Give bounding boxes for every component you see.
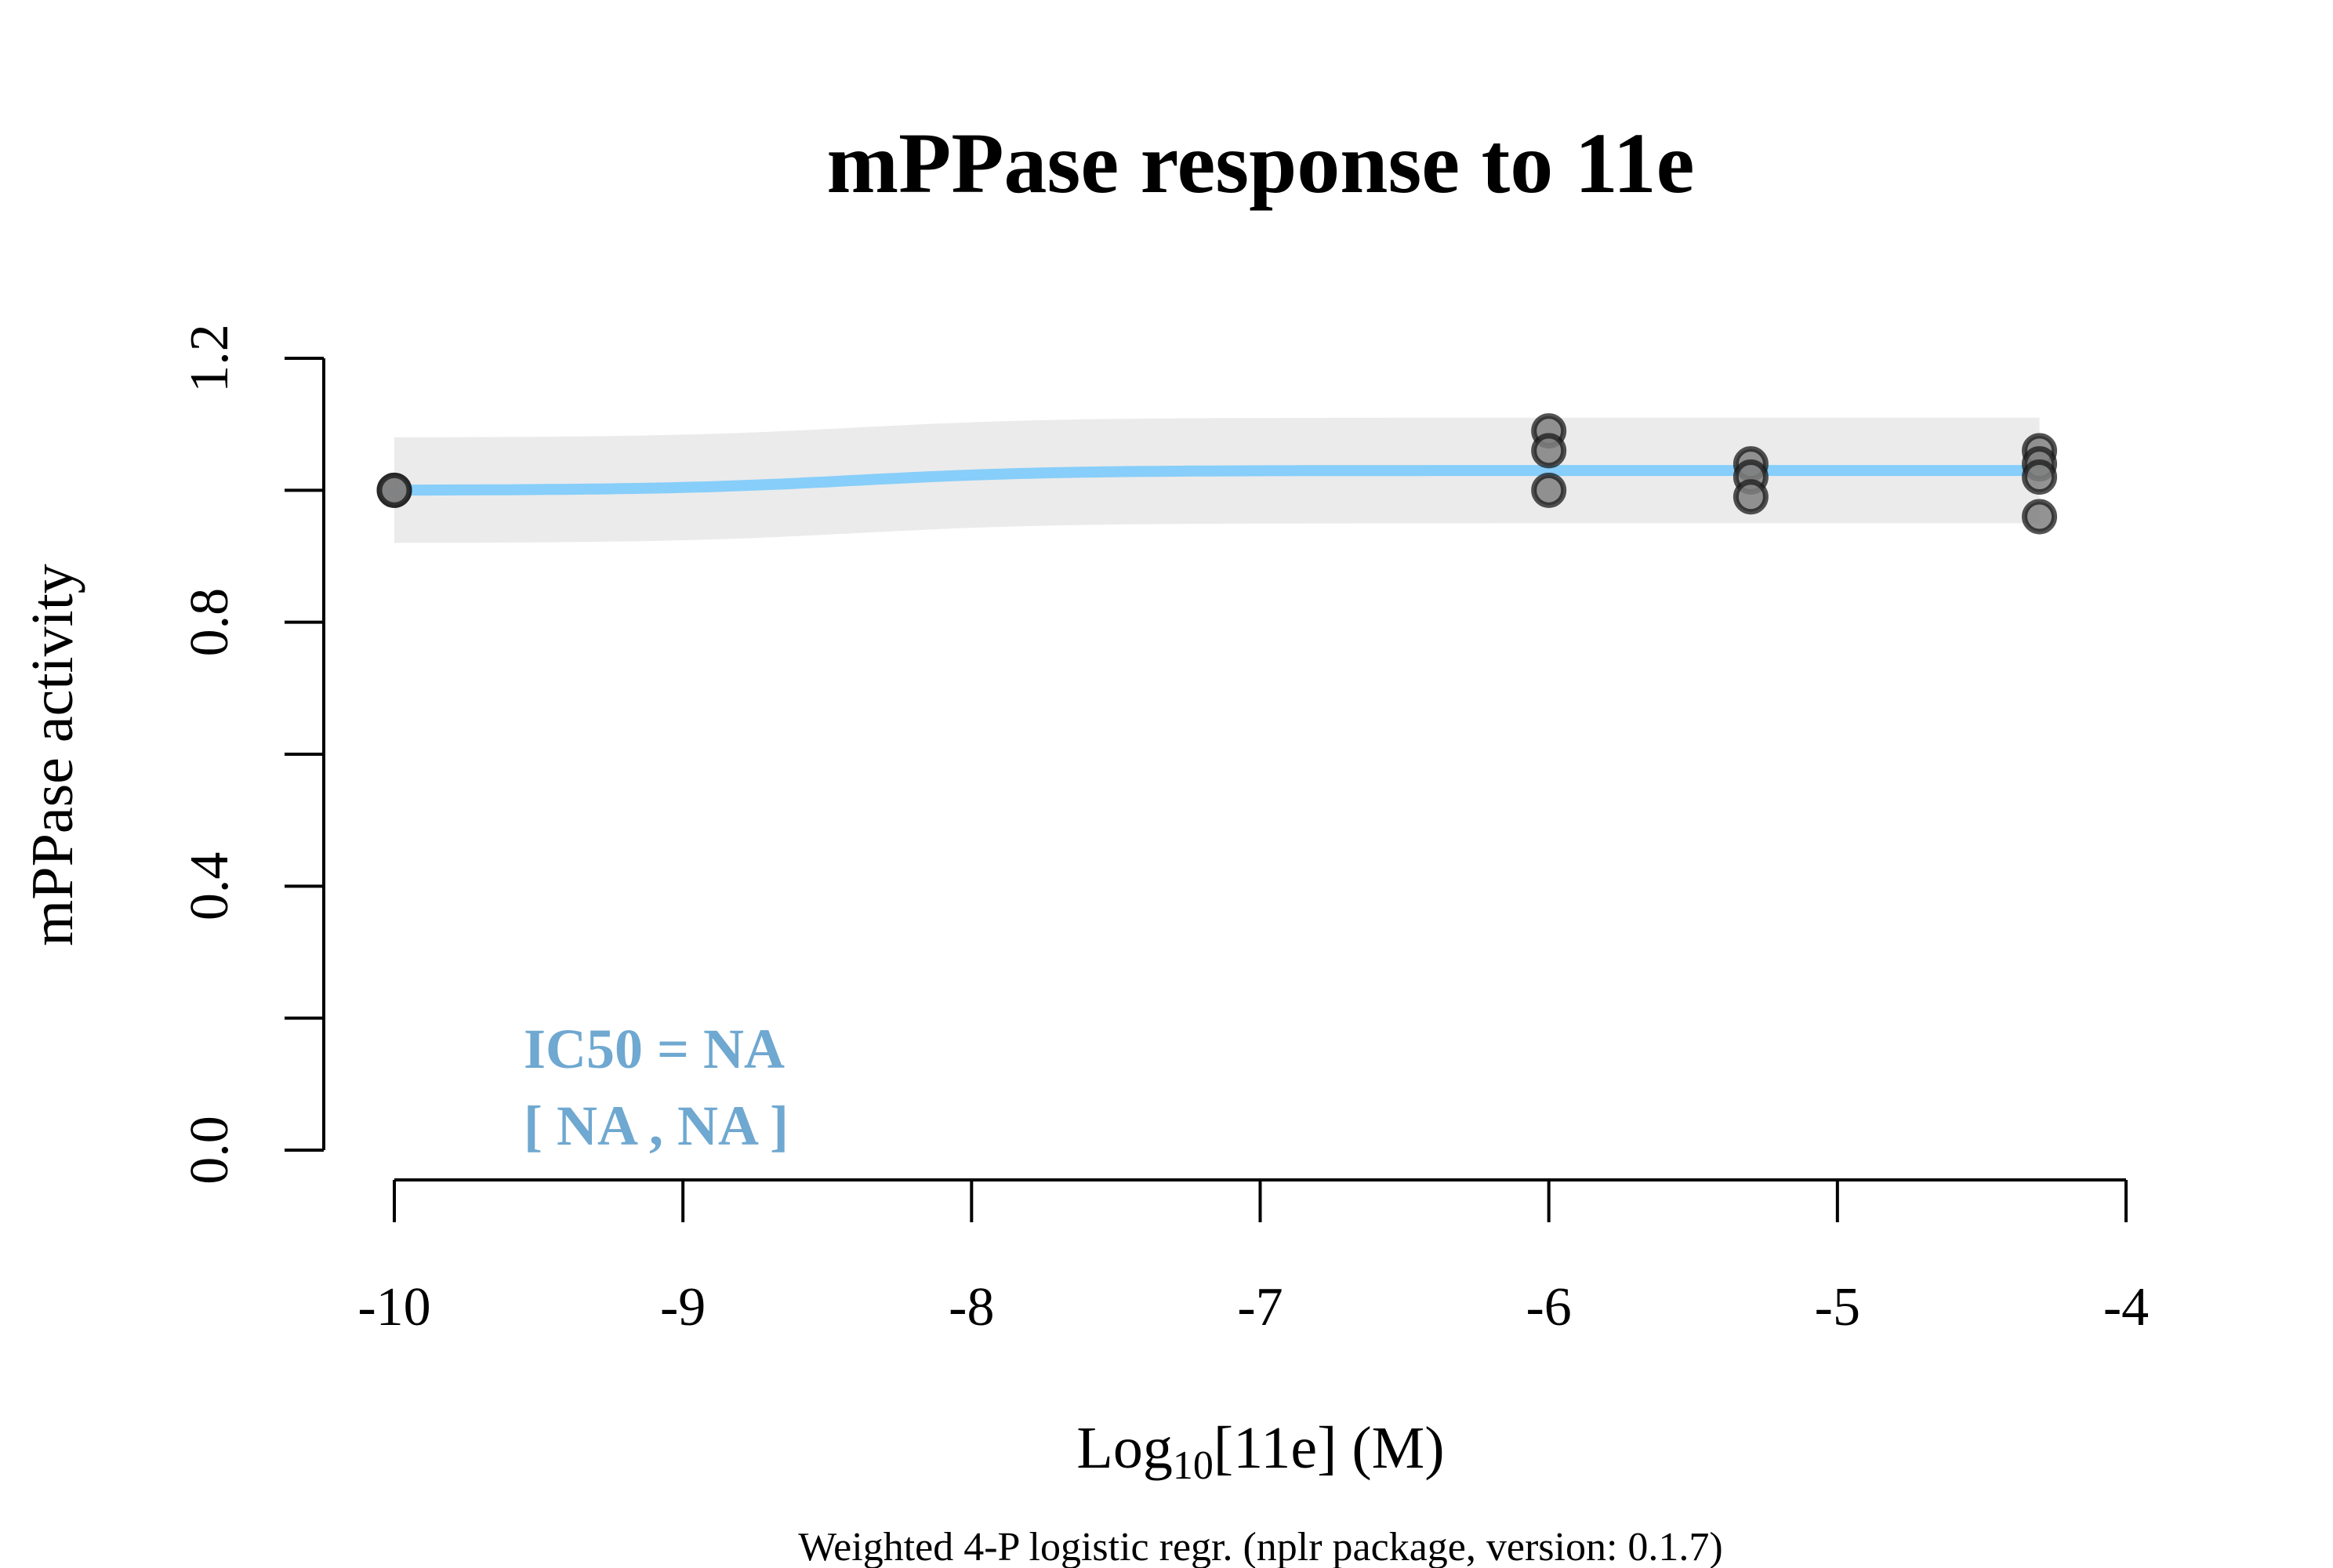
confidence-band xyxy=(394,417,2040,543)
data-point xyxy=(1531,433,1567,469)
x-tick-label: -10 xyxy=(357,1277,430,1338)
chart-subtitle: Weighted 4-P logistic regr. (nplr packag… xyxy=(798,1525,1722,1568)
y-tick-label: 1.2 xyxy=(180,324,240,393)
chart-title: mPPase response to 11e xyxy=(827,115,1695,211)
y-tick-label: 0.4 xyxy=(180,852,240,921)
y-axis-title: mPPase activity xyxy=(20,564,85,946)
x-tick-label: -6 xyxy=(1526,1277,1572,1338)
ic50-interval-annotation: [ NA , NA ] xyxy=(524,1094,789,1157)
y-tick-label: 0.8 xyxy=(180,588,240,657)
x-tick-label: -5 xyxy=(1815,1277,1860,1338)
x-tick-label: -4 xyxy=(2103,1277,2149,1338)
x-axis-title-suffix: [11e] (M) xyxy=(1214,1415,1445,1481)
data-point xyxy=(1531,472,1567,508)
data-point xyxy=(1733,479,1769,515)
x-axis-title-prefix: Log xyxy=(1076,1415,1172,1481)
x-tick-label: -7 xyxy=(1237,1277,1283,1338)
x-tick-label: -9 xyxy=(660,1277,706,1338)
x-tick-label: -8 xyxy=(949,1277,994,1338)
data-point xyxy=(2022,459,2058,495)
x-axis-title: Log10[11e] (M) xyxy=(1076,1415,1444,1488)
data-point xyxy=(2022,499,2058,535)
confidence-band-layer xyxy=(394,417,2040,543)
data-points-layer xyxy=(376,413,2058,535)
data-point xyxy=(376,472,412,508)
ic50-annotation: IC50 = NA xyxy=(524,1018,785,1080)
y-tick-label: 0.0 xyxy=(180,1116,240,1185)
x-axis-title-subscript: 10 xyxy=(1173,1443,1214,1488)
axes-layer: -10 -9 -8 -7 -6 -5 -4 0.0 0.4 0.8 1.2 xyxy=(180,324,2149,1338)
